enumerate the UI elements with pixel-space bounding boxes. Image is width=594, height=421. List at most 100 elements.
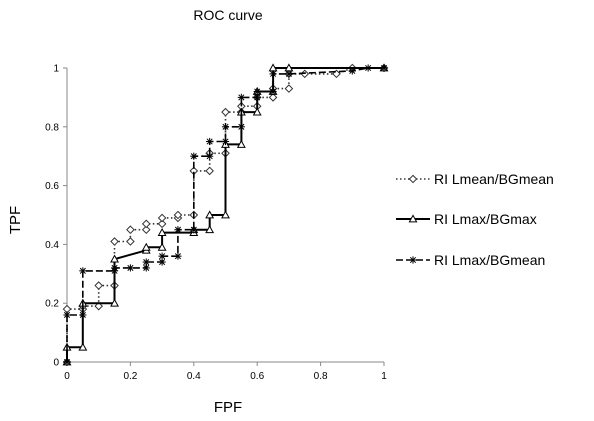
y-axis-label: TPF [7, 206, 24, 234]
asterisk-stroke [79, 267, 86, 274]
asterisk-stroke [63, 358, 71, 366]
y-tick-label: 1 [53, 64, 59, 75]
series-3-point [380, 64, 388, 72]
y-tick-label: 0.4 [45, 240, 59, 251]
series-3-point [174, 252, 182, 260]
asterisk-stroke [174, 253, 182, 260]
x-tick-label: 0.6 [250, 371, 264, 382]
legend-item-2: RI Lmax/BGmax [396, 211, 537, 227]
x-tick-label: 0.4 [187, 371, 201, 382]
legend-marker-3 [409, 256, 417, 264]
legend: RI Lmean/BGmean RI Lmax/BGmax RI Lmax/BGme… [396, 171, 554, 268]
series-1-point [94, 281, 104, 290]
asterisk-stroke [269, 88, 277, 95]
series-3-point [364, 64, 372, 72]
asterisk-stroke [365, 64, 372, 72]
series-2-point [252, 107, 262, 116]
series-1-point [205, 166, 214, 176]
asterisk-stroke [206, 138, 213, 145]
series-layer [62, 63, 389, 367]
legend-item-3: RI Lmax/BGmean [396, 252, 545, 268]
series-1-point [221, 107, 230, 117]
y-tick-label: 0.6 [45, 181, 59, 192]
legend-label-1: RI Lmean/BGmean [434, 171, 554, 187]
legend-label-2: RI Lmax/BGmax [434, 211, 537, 227]
legend-item-1: RI Lmean/BGmean [396, 171, 554, 187]
series-3-point [253, 87, 261, 96]
series-3-point [110, 264, 119, 272]
series-1-point [157, 219, 167, 229]
series-3-point [206, 137, 214, 146]
asterisk-stroke [190, 153, 197, 160]
series-2-point [157, 242, 167, 251]
y-tick-label: 0.2 [45, 299, 59, 310]
series-3-point [63, 311, 71, 319]
legend-label-3: RI Lmax/BGmean [434, 252, 545, 268]
asterisk-stroke [238, 94, 245, 101]
legend-marker-1 [408, 174, 418, 184]
series-1-point [284, 84, 294, 93]
series-3-point [237, 93, 245, 101]
series-1-point [332, 69, 341, 79]
x-tick-label: 0 [64, 371, 70, 382]
series-3-point [221, 123, 230, 131]
asterisk-stroke [238, 123, 245, 130]
y-tick-label: 0.8 [45, 122, 59, 133]
series-1-point [126, 237, 135, 246]
series-2-point [110, 254, 119, 263]
asterisk-stroke [285, 70, 292, 77]
series-3-point [63, 358, 71, 366]
series-2-point [78, 342, 88, 351]
asterisk-stroke [190, 226, 197, 233]
series-3-point [285, 70, 293, 78]
x-tick-label: 0.8 [314, 371, 328, 382]
series-3-point [142, 258, 150, 266]
legend-marker-2 [408, 214, 418, 223]
series-3-point [206, 152, 214, 160]
series-3-point [174, 226, 182, 234]
series-3-point [221, 137, 230, 146]
series-3-point [190, 152, 198, 160]
series-2-point [141, 242, 151, 251]
series-1-point [110, 237, 119, 246]
series-1-point [94, 301, 104, 311]
asterisk-stroke [349, 67, 356, 74]
series-1-point [126, 225, 135, 235]
series-2-point [236, 139, 246, 148]
asterisk-stroke [143, 264, 150, 271]
asterisk-stroke [222, 123, 229, 130]
x-axis-label: FPF [214, 399, 242, 416]
asterisk-stroke [222, 138, 229, 145]
series-3-point [348, 67, 356, 75]
asterisk-stroke [254, 88, 261, 95]
series-2-point [110, 298, 119, 307]
series-2-point [205, 225, 215, 234]
asterisk-stroke [269, 70, 277, 77]
series-3 [63, 64, 388, 366]
series-3-point [158, 258, 166, 266]
series-3-point [269, 87, 277, 96]
series-1-point [141, 225, 151, 235]
series-3-point [237, 123, 245, 131]
asterisk-stroke [79, 311, 86, 319]
series-3-point [158, 252, 166, 260]
series-2-point [221, 210, 230, 219]
asterisk-stroke [409, 256, 417, 264]
series-1-point [268, 93, 278, 102]
asterisk-stroke [143, 258, 150, 266]
x-tick-label: 0.2 [123, 371, 137, 382]
asterisk-stroke [159, 253, 166, 260]
axes: 0 0.2 0.4 0.6 0.8 1 0 0.2 0.4 0.6 0.8 1 [45, 64, 387, 383]
series-3-point [79, 311, 87, 319]
y-tick-label: 0 [53, 358, 59, 369]
asterisk-stroke [174, 226, 182, 233]
chart-title: ROC curve [193, 7, 262, 23]
series-1-point [157, 213, 167, 223]
series-3-point [269, 70, 277, 78]
series-3-point [126, 264, 134, 272]
asterisk-stroke [206, 153, 213, 160]
series-1-point [141, 219, 151, 229]
series-2-point [157, 228, 167, 237]
series-2-point [205, 210, 215, 219]
